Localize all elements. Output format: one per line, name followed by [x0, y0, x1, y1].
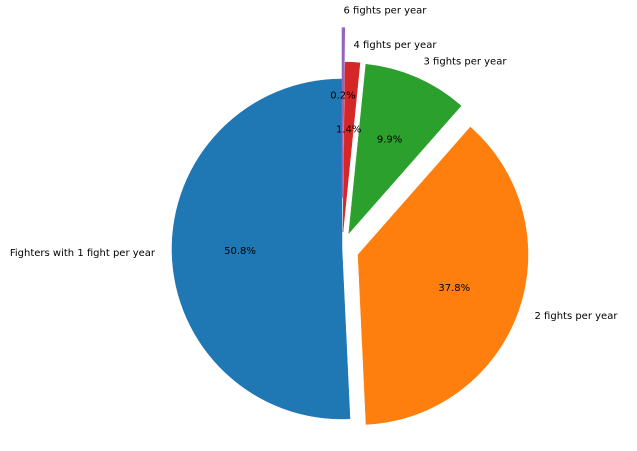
- slice-label-2-fights-per-year: 2 fights per year: [535, 311, 619, 322]
- slice-label-3-fights-per-year: 3 fights per year: [424, 57, 508, 68]
- pie-slice-3-fights-per-year: [348, 63, 462, 235]
- pie-slice-4-fights-per-year: [342, 61, 361, 233]
- pct-label-fighters-with-1-fight-per-year: 50.8%: [224, 246, 256, 257]
- pct-label-4-fights-per-year: 1.4%: [336, 125, 361, 136]
- slice-label-6-fights-per-year: 6 fights per year: [343, 6, 427, 17]
- slice-label-4-fights-per-year: 4 fights per year: [354, 40, 438, 51]
- pct-label-2-fights-per-year: 37.8%: [438, 283, 470, 294]
- pie-slice-6-fights-per-year: [341, 27, 346, 199]
- pct-label-3-fights-per-year: 9.9%: [377, 134, 402, 145]
- slice-label-fighters-with-1-fight-per-year: Fighters with 1 fight per year: [10, 248, 156, 259]
- pie-slice-fighters-with-1-fight-per-year: [171, 78, 351, 420]
- pct-label-6-fights-per-year: 0.2%: [330, 91, 355, 102]
- pie-slice-2-fights-per-year: [357, 126, 529, 425]
